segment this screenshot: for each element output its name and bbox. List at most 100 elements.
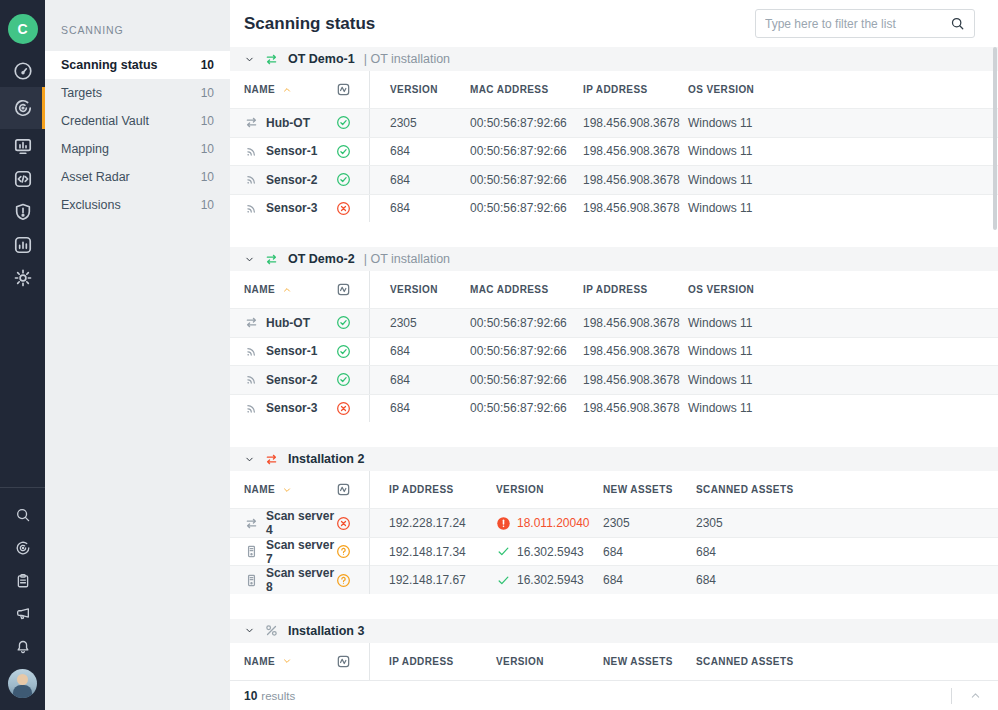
- filter-input[interactable]: [765, 17, 950, 31]
- filter-box: [755, 9, 975, 38]
- column-header-status[interactable]: [336, 282, 369, 297]
- table-row[interactable]: Hub-OT230500:50:56:87:92:66198.456.908.3…: [230, 308, 998, 337]
- row-status-cell: [336, 538, 369, 566]
- table-row[interactable]: Sensor-368400:50:56:87:92:66198.456.908.…: [230, 394, 998, 423]
- cell-text: 198.456.908.3678: [583, 344, 680, 358]
- cell-text: 00:50:56:87:92:66: [470, 173, 567, 187]
- secondary-sidebar: SCANNING Scanning status10Targets10Crede…: [45, 0, 230, 710]
- column-header-os-version[interactable]: OS VERSION: [688, 84, 998, 95]
- sidebar-item-scan-shortcut[interactable]: [0, 531, 45, 564]
- column-header-ip-address[interactable]: IP ADDRESS: [583, 284, 688, 295]
- footer-right: [951, 688, 985, 704]
- column-header-name[interactable]: NAME: [244, 284, 336, 295]
- search-icon[interactable]: [950, 16, 965, 31]
- transfer-icon: [264, 452, 279, 467]
- section-header-bar[interactable]: OT Demo-1| OT installation: [230, 47, 998, 71]
- row-cell: 16.302.5943: [496, 566, 603, 594]
- cell-text: 00:50:56:87:92:66: [470, 316, 567, 330]
- column-header-ip-address[interactable]: IP ADDRESS: [583, 84, 688, 95]
- nav-item-asset-radar[interactable]: Asset Radar10: [45, 163, 230, 191]
- table-row[interactable]: Scan server 7192.148.17.3416.302.5943684…: [230, 537, 998, 566]
- row-cell: 2305: [696, 509, 998, 537]
- collapse-chevron-icon[interactable]: [244, 625, 255, 636]
- section-title: Installation 2: [288, 452, 364, 466]
- nav-item-mapping[interactable]: Mapping10: [45, 135, 230, 163]
- table-row[interactable]: Sensor-168400:50:56:87:92:66198.456.908.…: [230, 137, 998, 166]
- sidebar-item-search[interactable]: [0, 498, 45, 531]
- column-header-name[interactable]: NAME: [244, 656, 336, 667]
- nav-item-targets[interactable]: Targets10: [45, 79, 230, 107]
- sidebar-item-integrations[interactable]: [0, 162, 45, 195]
- section-header-bar[interactable]: Installation 2: [230, 447, 998, 471]
- column-header-status[interactable]: [336, 82, 369, 97]
- collapse-chevron-icon[interactable]: [244, 454, 255, 465]
- nav-item-credential-vault[interactable]: Credential Vault10: [45, 107, 230, 135]
- row-icon-cell: [244, 338, 266, 366]
- sidebar-item-notifications[interactable]: [0, 630, 45, 663]
- row-cell: Windows 11: [688, 138, 998, 166]
- column-header-version[interactable]: VERSION: [369, 71, 470, 108]
- row-cell: 00:50:56:87:92:66: [470, 138, 583, 166]
- section-header-bar[interactable]: Installation 3: [230, 619, 998, 643]
- table-row[interactable]: Sensor-268400:50:56:87:92:66198.456.908.…: [230, 165, 998, 194]
- row-status-cell: [336, 309, 369, 337]
- sidebar-item-security[interactable]: [0, 195, 45, 228]
- column-header-name[interactable]: NAME: [244, 484, 336, 495]
- megaphone-icon: [15, 606, 31, 622]
- row-status-cell: [336, 109, 369, 137]
- cell-text: 198.456.908.3678: [583, 144, 680, 158]
- table-row[interactable]: Scan server 8192.148.17.6716.302.5943684…: [230, 565, 998, 594]
- column-header-version[interactable]: VERSION: [496, 656, 603, 667]
- sort-asc-icon: [282, 85, 292, 95]
- column-header-mac-address[interactable]: MAC ADDRESS: [470, 84, 583, 95]
- row-icon-cell: [244, 166, 266, 194]
- scrollbar-thumb[interactable]: [993, 47, 997, 230]
- sidebar-item-reports[interactable]: [0, 228, 45, 261]
- column-header-os-version[interactable]: OS VERSION: [688, 284, 998, 295]
- sidebar-item-scanning[interactable]: [0, 87, 45, 129]
- column-header-ip-address[interactable]: IP ADDRESS: [369, 471, 496, 508]
- column-header-version[interactable]: VERSION: [496, 484, 603, 495]
- row-name: Scan server 8: [266, 566, 336, 594]
- column-header-status[interactable]: [336, 654, 369, 669]
- row-cell: 198.456.908.3678: [583, 166, 688, 194]
- table-row[interactable]: Scan server 4192.228.17.2418.011.2004023…: [230, 508, 998, 537]
- cell-text: 684: [603, 573, 623, 587]
- column-header-status[interactable]: [336, 482, 369, 497]
- column-header-mac-address[interactable]: MAC ADDRESS: [470, 284, 583, 295]
- section-installation-3: Installation 3 NAME IP ADDRESSVERSIONNEW A…: [230, 619, 998, 680]
- sidebar-item-tasks[interactable]: [0, 564, 45, 597]
- table-row[interactable]: Sensor-368400:50:56:87:92:66198.456.908.…: [230, 194, 998, 223]
- row-icon-cell: [244, 366, 266, 394]
- table-row[interactable]: Sensor-268400:50:56:87:92:66198.456.908.…: [230, 365, 998, 394]
- row-status-cell: [336, 195, 369, 223]
- sidebar-item-announcements[interactable]: [0, 597, 45, 630]
- column-header-scanned-assets[interactable]: SCANNED ASSETS: [696, 484, 998, 495]
- sensor-icon: [244, 201, 259, 216]
- nav-item-count: 10: [201, 58, 214, 72]
- column-header-version[interactable]: VERSION: [369, 271, 470, 308]
- sidebar-item-monitoring[interactable]: [0, 129, 45, 162]
- user-avatar[interactable]: [8, 669, 37, 698]
- column-header-new-assets[interactable]: NEW ASSETS: [603, 484, 696, 495]
- scroll-top-button[interactable]: [969, 689, 985, 702]
- nav-item-exclusions[interactable]: Exclusions10: [45, 191, 230, 219]
- section-header-bar[interactable]: OT Demo-2| OT installation: [230, 247, 998, 271]
- sensor-icon: [244, 344, 259, 359]
- nav-item-scanning-status[interactable]: Scanning status10: [45, 51, 230, 79]
- sidebar-item-dashboard[interactable]: [0, 54, 45, 87]
- table-row[interactable]: Hub-OT230500:50:56:87:92:66198.456.908.3…: [230, 108, 998, 137]
- main-header: Scanning status: [230, 0, 998, 47]
- collapse-chevron-icon[interactable]: [244, 54, 255, 65]
- collapse-chevron-icon[interactable]: [244, 254, 255, 265]
- column-header-name[interactable]: NAME: [244, 84, 336, 95]
- brand-avatar[interactable]: C: [8, 14, 38, 44]
- column-header-new-assets[interactable]: NEW ASSETS: [603, 656, 696, 667]
- row-cell: 18.011.20040: [496, 509, 603, 537]
- sidebar-item-settings[interactable]: [0, 261, 45, 294]
- row-cell: 2305: [369, 109, 470, 137]
- column-header-scanned-assets[interactable]: SCANNED ASSETS: [696, 656, 998, 667]
- column-header-ip-address[interactable]: IP ADDRESS: [369, 643, 496, 680]
- table-row[interactable]: Sensor-168400:50:56:87:92:66198.456.908.…: [230, 337, 998, 366]
- footer-bar: 10 results: [230, 680, 998, 710]
